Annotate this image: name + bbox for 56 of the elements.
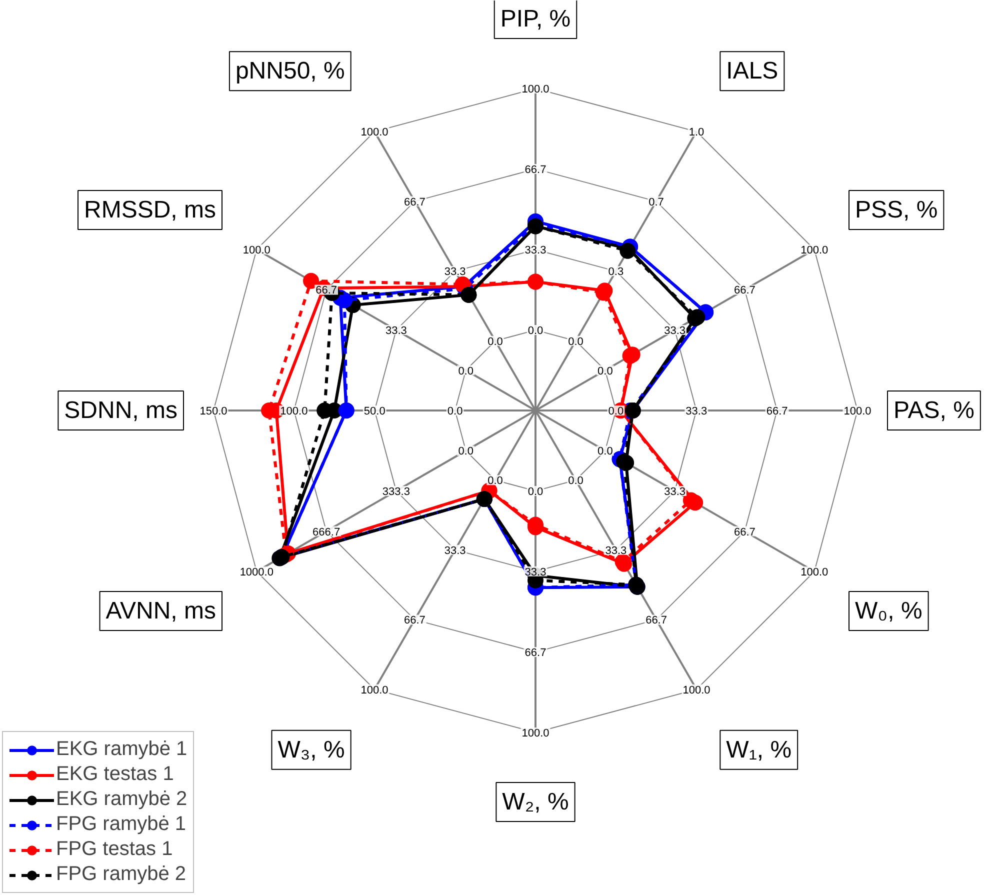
text: 33.3 — [444, 544, 466, 557]
text: 33.3 — [444, 266, 466, 278]
text: 100.0 — [280, 406, 308, 418]
text: 66.7 — [404, 614, 426, 627]
legend-label: FPG ramybė 1 — [56, 813, 186, 836]
text: 1.0 — [688, 126, 704, 139]
spoke-label: W₁, % — [726, 736, 792, 764]
text: 100.0 — [682, 684, 710, 696]
text: 33.3 — [605, 544, 627, 557]
legend-label: FPG testas 1 — [56, 838, 173, 861]
text: 66.7 — [316, 284, 338, 297]
text: 0.3 — [608, 266, 624, 278]
text: 0.0 — [598, 446, 613, 458]
text: 66.7 — [646, 614, 667, 627]
text: 0.0 — [568, 475, 584, 488]
text: 150.0 — [200, 406, 228, 418]
legend-label: EKG ramybė 2 — [56, 788, 188, 811]
text: 0.0 — [488, 475, 503, 488]
spoke-label: W₂, % — [502, 788, 569, 816]
spoke-label: PAS, % — [894, 397, 974, 424]
text: 666.7 — [312, 526, 340, 538]
legend-label: EKG ramybė 1 — [56, 738, 188, 761]
text: 100.0 — [800, 566, 828, 578]
text: 100.0 — [800, 244, 828, 256]
text: 100.0 — [242, 244, 270, 256]
text: 66.7 — [734, 284, 756, 297]
spoke-label: RMSSD, ms — [84, 196, 216, 224]
text: 0.0 — [458, 365, 474, 378]
spoke-label: AVNN, ms — [106, 598, 216, 624]
spoke-label: W₀, % — [855, 598, 922, 624]
text: 0.0 — [488, 336, 503, 348]
text: 33.3 — [664, 325, 686, 338]
spoke-label: W₃, % — [278, 736, 345, 764]
spoke-label: PSS, % — [855, 196, 938, 224]
spoke-label: SDNN, ms — [64, 397, 178, 424]
text: 33.3 — [664, 486, 686, 498]
text: 1000.0 — [240, 566, 274, 578]
text: 66.7 — [404, 196, 426, 208]
text: 33.3 — [385, 325, 407, 338]
text: 333.3 — [382, 486, 410, 498]
text: 0.7 — [648, 196, 664, 208]
text: 50.0 — [364, 406, 386, 418]
legend-label: EKG testas 1 — [56, 763, 174, 786]
spoke-label: IALS — [726, 58, 778, 85]
text: 100.0 — [844, 406, 872, 418]
text: 0.0 — [447, 406, 463, 418]
text: 100.0 — [360, 684, 388, 696]
text: 0.0 — [568, 336, 584, 348]
spoke-label: PIP, % — [500, 6, 571, 32]
text: 0.0 — [608, 406, 624, 418]
text: 100.0 — [360, 126, 388, 139]
spoke-label: pNN50, % — [235, 58, 345, 85]
text: 66.7 — [734, 526, 756, 538]
legend-label: FPG ramybė 2 — [56, 863, 186, 886]
text: 0.0 — [458, 446, 474, 458]
text: 0.0 — [598, 365, 613, 378]
